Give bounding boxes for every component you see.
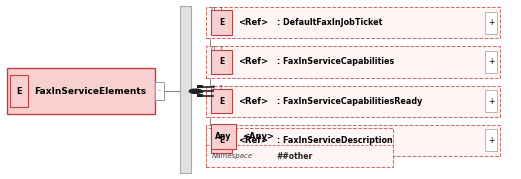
Text: : FaxInServiceCapabilitiesReady: : FaxInServiceCapabilitiesReady [277, 96, 423, 106]
Text: 0..1: 0..1 [211, 7, 225, 13]
Text: : FaxInServiceCapabilities: : FaxInServiceCapabilities [277, 57, 394, 66]
FancyBboxPatch shape [206, 46, 500, 78]
FancyBboxPatch shape [155, 82, 164, 100]
Text: Any: Any [215, 132, 232, 141]
FancyBboxPatch shape [206, 125, 500, 156]
Text: E: E [219, 136, 224, 145]
FancyBboxPatch shape [486, 90, 497, 112]
Text: <Ref>: <Ref> [238, 18, 268, 27]
Text: E: E [219, 57, 224, 66]
Text: FaxInServiceElements: FaxInServiceElements [34, 87, 146, 96]
FancyBboxPatch shape [206, 86, 500, 117]
FancyBboxPatch shape [486, 12, 497, 33]
FancyBboxPatch shape [211, 50, 232, 74]
FancyBboxPatch shape [197, 85, 203, 88]
Text: : FaxInServiceDescription: : FaxInServiceDescription [277, 136, 393, 145]
FancyBboxPatch shape [211, 124, 236, 149]
FancyBboxPatch shape [206, 128, 393, 167]
FancyBboxPatch shape [197, 90, 203, 93]
Text: <Ref>: <Ref> [238, 136, 268, 145]
Text: +: + [488, 18, 494, 27]
Text: E: E [16, 87, 22, 96]
Text: +: + [488, 57, 494, 66]
FancyBboxPatch shape [486, 51, 497, 73]
Text: <Ref>: <Ref> [238, 96, 268, 106]
Text: 0..1: 0..1 [211, 85, 225, 91]
FancyBboxPatch shape [486, 129, 497, 151]
Text: <Any>: <Any> [242, 132, 275, 141]
FancyBboxPatch shape [7, 68, 155, 114]
Text: <Ref>: <Ref> [238, 57, 268, 66]
FancyBboxPatch shape [10, 75, 28, 107]
Text: 0..1: 0..1 [211, 124, 225, 130]
FancyBboxPatch shape [211, 10, 232, 35]
Text: E: E [219, 18, 224, 27]
Text: Namespace: Namespace [212, 153, 253, 159]
Text: 0..*: 0..* [211, 144, 224, 150]
Text: +: + [488, 96, 494, 106]
Text: –: – [158, 89, 162, 94]
FancyBboxPatch shape [211, 89, 232, 113]
Text: 0..1: 0..1 [211, 46, 225, 52]
Text: ##other: ##other [276, 151, 312, 161]
FancyBboxPatch shape [180, 6, 191, 173]
FancyBboxPatch shape [211, 128, 232, 153]
Text: +: + [488, 136, 494, 145]
Circle shape [189, 89, 202, 93]
FancyBboxPatch shape [197, 94, 203, 97]
FancyBboxPatch shape [206, 7, 500, 38]
Text: E: E [219, 96, 224, 106]
Text: : DefaultFaxInJobTicket: : DefaultFaxInJobTicket [277, 18, 382, 27]
